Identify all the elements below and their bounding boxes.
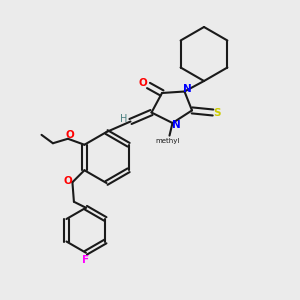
Text: O: O (66, 130, 75, 140)
Text: O: O (139, 78, 148, 88)
Text: N: N (183, 83, 192, 94)
Text: methyl: methyl (156, 138, 180, 144)
Text: O: O (64, 176, 72, 186)
Text: H: H (120, 113, 128, 124)
Text: N: N (172, 120, 181, 130)
Text: S: S (214, 107, 221, 118)
Text: F: F (82, 255, 89, 265)
